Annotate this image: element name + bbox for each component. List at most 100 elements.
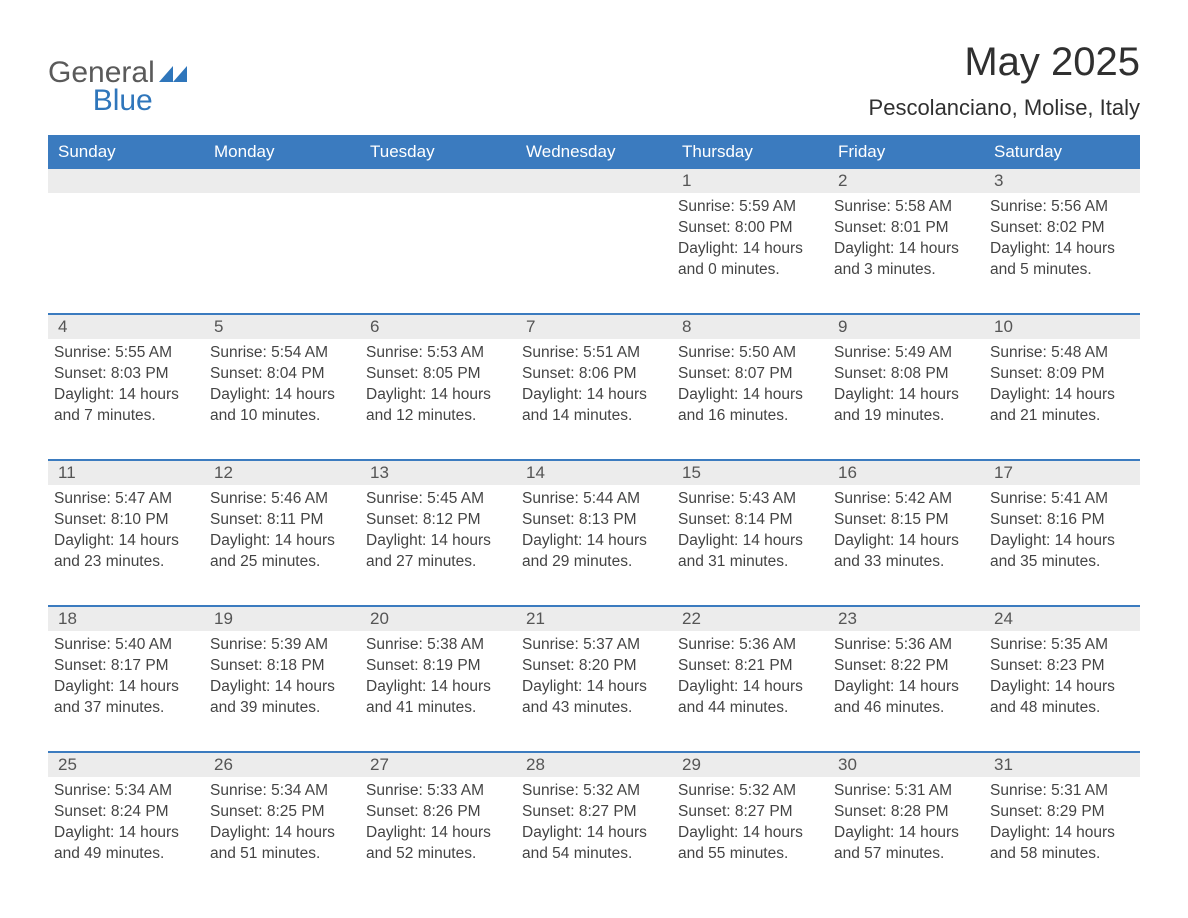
sunset-line: Sunset: 8:06 PM xyxy=(522,365,637,382)
daylight-line: Daylight: 14 hours and 44 minutes. xyxy=(678,678,803,716)
day-cell: 27Sunrise: 5:33 AMSunset: 8:26 PMDayligh… xyxy=(360,753,516,871)
day-cell: 18Sunrise: 5:40 AMSunset: 8:17 PMDayligh… xyxy=(48,607,204,725)
day-details: Sunrise: 5:51 AMSunset: 8:06 PMDaylight:… xyxy=(522,343,666,427)
daylight-line: Daylight: 14 hours and 16 minutes. xyxy=(678,386,803,424)
day-cell: 4Sunrise: 5:55 AMSunset: 8:03 PMDaylight… xyxy=(48,315,204,433)
sunrise-line: Sunrise: 5:55 AM xyxy=(54,344,172,361)
day-details: Sunrise: 5:58 AMSunset: 8:01 PMDaylight:… xyxy=(834,197,978,281)
day-number xyxy=(48,169,204,193)
sunset-line: Sunset: 8:11 PM xyxy=(210,511,323,528)
sunrise-line: Sunrise: 5:31 AM xyxy=(990,782,1108,799)
day-details: Sunrise: 5:32 AMSunset: 8:27 PMDaylight:… xyxy=(522,781,666,865)
day-details: Sunrise: 5:50 AMSunset: 8:07 PMDaylight:… xyxy=(678,343,822,427)
sunset-line: Sunset: 8:00 PM xyxy=(678,219,793,236)
daylight-line: Daylight: 14 hours and 33 minutes. xyxy=(834,532,959,570)
daylight-line: Daylight: 14 hours and 48 minutes. xyxy=(990,678,1115,716)
day-number: 23 xyxy=(828,607,984,631)
week-row: 18Sunrise: 5:40 AMSunset: 8:17 PMDayligh… xyxy=(48,605,1140,725)
day-cell: 21 Sunrise: 5:37 AMSunset: 8:20 PMDayligh… xyxy=(516,607,672,725)
day-cell: 15Sunrise: 5:43 AMSunset: 8:14 PMDayligh… xyxy=(672,461,828,579)
daylight-line: Daylight: 14 hours and 58 minutes. xyxy=(990,824,1115,862)
logo-triangle-icon xyxy=(159,62,187,86)
sunset-line: Sunset: 8:18 PM xyxy=(210,657,325,674)
sunset-line: Sunset: 8:19 PM xyxy=(366,657,481,674)
sunrise-line: Sunrise: 5:34 AM xyxy=(54,782,172,799)
day-cell: 12Sunrise: 5:46 AMSunset: 8:11 PMDayligh… xyxy=(204,461,360,579)
day-cell: 23Sunrise: 5:36 AMSunset: 8:22 PMDayligh… xyxy=(828,607,984,725)
day-details: Sunrise: 5:36 AMSunset: 8:22 PMDaylight:… xyxy=(834,635,978,719)
day-cell: 6Sunrise: 5:53 AMSunset: 8:05 PMDaylight… xyxy=(360,315,516,433)
day-cell: 5Sunrise: 5:54 AMSunset: 8:04 PMDaylight… xyxy=(204,315,360,433)
day-cell: 28Sunrise: 5:32 AMSunset: 8:27 PMDayligh… xyxy=(516,753,672,871)
brand-line2: Blue xyxy=(48,86,153,116)
sunset-line: Sunset: 8:09 PM xyxy=(990,365,1105,382)
sunrise-line: Sunrise: 5:36 AM xyxy=(834,636,952,653)
daylight-line: Daylight: 14 hours and 27 minutes. xyxy=(366,532,491,570)
day-number: 2 xyxy=(828,169,984,193)
daylight-line: Daylight: 14 hours and 51 minutes. xyxy=(210,824,335,862)
sunrise-line: Sunrise: 5:43 AM xyxy=(678,490,796,507)
sunset-line: Sunset: 8:16 PM xyxy=(990,511,1105,528)
sunset-line: Sunset: 8:22 PM xyxy=(834,657,949,674)
month-title: May 2025 xyxy=(869,40,1140,85)
sunset-line: Sunset: 8:24 PM xyxy=(54,803,169,820)
sunrise-line: Sunrise: 5:51 AM xyxy=(522,344,640,361)
day-details: Sunrise: 5:31 AM Sunset: 8:29 PM Daylight:… xyxy=(990,781,1134,865)
day-cell: 13Sunrise: 5:45 AMSunset: 8:12 PMDayligh… xyxy=(360,461,516,579)
sunset-line: Sunset: 8:10 PM xyxy=(54,511,169,528)
day-number: 7 xyxy=(516,315,672,339)
daylight-line: Daylight: 14 hours and 43 minutes. xyxy=(522,678,647,716)
sunrise-line: Sunrise: 5:33 AM xyxy=(366,782,484,799)
sunrise-line: Sunrise: 5:34 AM xyxy=(210,782,328,799)
daylight-line: Daylight: 14 hours and 52 minutes. xyxy=(366,824,491,862)
day-details: Sunrise: 5:45 AMSunset: 8:12 PMDaylight:… xyxy=(366,489,510,573)
day-cell: 2 Sunrise: 5:58 AMSunset: 8:01 PMDaylight… xyxy=(828,169,984,287)
day-details: Sunrise: 5:41 AMSunset: 8:16 PMDaylight:… xyxy=(990,489,1134,573)
daylight-line: Daylight: 14 hours and 3 minutes. xyxy=(834,240,959,278)
sunrise-line: Sunrise: 5:35 AM xyxy=(990,636,1108,653)
dow-cell: Monday xyxy=(204,135,360,169)
day-number: 4 xyxy=(48,315,204,339)
sunrise-line: Sunrise: 5:32 AM xyxy=(522,782,640,799)
day-cell: 19Sunrise: 5:39 AMSunset: 8:18 PMDayligh… xyxy=(204,607,360,725)
day-cell: 8 Sunrise: 5:50 AMSunset: 8:07 PMDaylight… xyxy=(672,315,828,433)
day-number: 17 xyxy=(984,461,1140,485)
dow-cell: Friday xyxy=(828,135,984,169)
sunset-line: Sunset: 8:29 PM xyxy=(990,803,1105,820)
day-number: 19 xyxy=(204,607,360,631)
day-details: Sunrise: 5:34 AMSunset: 8:25 PMDaylight:… xyxy=(210,781,354,865)
sunset-line: Sunset: 8:27 PM xyxy=(522,803,637,820)
day-number: 8 xyxy=(672,315,828,339)
sunrise-line: Sunrise: 5:42 AM xyxy=(834,490,952,507)
sunrise-line: Sunrise: 5:54 AM xyxy=(210,344,328,361)
sunrise-line: Sunrise: 5:56 AM xyxy=(990,198,1108,215)
day-details: Sunrise: 5:38 AMSunset: 8:19 PMDaylight:… xyxy=(366,635,510,719)
day-cell: 17 Sunrise: 5:41 AMSunset: 8:16 PMDayligh… xyxy=(984,461,1140,579)
daylight-line: Daylight: 14 hours and 55 minutes. xyxy=(678,824,803,862)
day-details: Sunrise: 5:37 AMSunset: 8:20 PMDaylight:… xyxy=(522,635,666,719)
sunset-line: Sunset: 8:23 PM xyxy=(990,657,1105,674)
daylight-line: Daylight: 14 hours and 7 minutes. xyxy=(54,386,179,424)
title-block: May 2025 Pescolanciano, Molise, Italy xyxy=(869,40,1140,121)
day-number xyxy=(204,169,360,193)
day-number: 22 xyxy=(672,607,828,631)
day-cell: 30Sunrise: 5:31 AMSunset: 8:28 PMDayligh… xyxy=(828,753,984,871)
day-details: Sunrise: 5:44 AMSunset: 8:13 PMDaylight:… xyxy=(522,489,666,573)
day-details: Sunrise: 5:53 AMSunset: 8:05 PMDaylight:… xyxy=(366,343,510,427)
day-number: 21 xyxy=(516,607,672,631)
week-row: 11Sunrise: 5:47 AMSunset: 8:10 PMDayligh… xyxy=(48,459,1140,579)
daylight-line: Daylight: 14 hours and 0 minutes. xyxy=(678,240,803,278)
day-details: Sunrise: 5:49 AMSunset: 8:08 PMDaylight:… xyxy=(834,343,978,427)
sunrise-line: Sunrise: 5:31 AM xyxy=(834,782,952,799)
day-cell: 24Sunrise: 5:35 AMSunset: 8:23 PMDayligh… xyxy=(984,607,1140,725)
day-number: 3 xyxy=(984,169,1140,193)
sunset-line: Sunset: 8:15 PM xyxy=(834,511,949,528)
day-details: Sunrise: 5:33 AMSunset: 8:26 PMDaylight:… xyxy=(366,781,510,865)
day-number: 9 xyxy=(828,315,984,339)
day-cell: 3Sunrise: 5:56 AMSunset: 8:02 PMDaylight… xyxy=(984,169,1140,287)
day-number xyxy=(360,169,516,193)
week-row: 4Sunrise: 5:55 AMSunset: 8:03 PMDaylight… xyxy=(48,313,1140,433)
day-number: 5 xyxy=(204,315,360,339)
dow-cell: Tuesday xyxy=(360,135,516,169)
dow-cell: Saturday xyxy=(984,135,1140,169)
